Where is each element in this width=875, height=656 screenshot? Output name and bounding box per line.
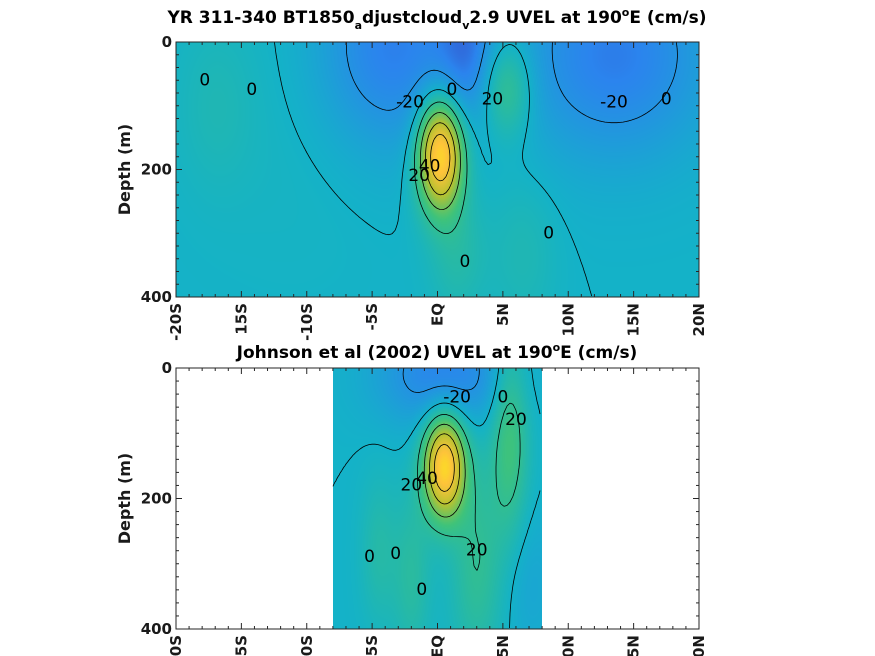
contour-label: 0 xyxy=(446,80,457,100)
x-tick-label: 15S xyxy=(232,635,250,656)
velocity-heatmap xyxy=(176,42,699,297)
x-tick-label: 15S xyxy=(232,303,250,335)
title-sub2: v xyxy=(462,19,470,32)
contour-line xyxy=(430,133,451,182)
x-tick-label: 5N xyxy=(494,303,512,326)
contour-line xyxy=(332,367,541,628)
contour-line xyxy=(425,122,456,196)
title-mid: djustcloud xyxy=(362,8,462,28)
contour-line xyxy=(402,367,480,393)
title-pre: YR 311-340 BT1850 xyxy=(166,8,354,28)
title-pre: Johnson et al (2002) UVEL at 190 xyxy=(236,343,553,363)
x-tick-label: -5S xyxy=(363,635,381,656)
contour-label: -20 xyxy=(600,93,628,113)
y-axis-label: Depth (m) xyxy=(115,453,134,545)
contour-label: 40 xyxy=(416,469,438,489)
contour-line xyxy=(423,423,466,518)
x-tick-label: -20S xyxy=(167,635,185,656)
y-tick-label: 0 xyxy=(162,33,172,51)
x-tick-label: -10S xyxy=(298,635,316,656)
contour-label: 0 xyxy=(416,580,427,600)
chart-title: Johnson et al (2002) UVEL at 190oE (cm/s… xyxy=(236,341,638,363)
contour-label: 20 xyxy=(401,475,423,495)
x-tick-label: 10N xyxy=(559,635,577,656)
x-tick-label: -5S xyxy=(363,303,381,330)
title-post2: E (cm/s) xyxy=(629,8,706,28)
x-tick-label: EQ xyxy=(429,635,447,656)
x-tick-label: 5N xyxy=(494,635,512,656)
title-post1: 2.9 UVEL at 190 xyxy=(469,8,622,28)
contour-label: 20 xyxy=(505,410,527,430)
contour-label: 40 xyxy=(419,156,441,176)
y-tick-label: 200 xyxy=(141,161,172,179)
contour-label: 0 xyxy=(661,89,672,109)
contour-line xyxy=(414,101,468,234)
x-tick-label: 20N xyxy=(690,635,708,656)
title-sub1: a xyxy=(355,19,362,32)
x-tick-label: 20N xyxy=(690,303,708,336)
contour-label: 0 xyxy=(246,80,257,100)
y-tick-label: 400 xyxy=(141,620,172,638)
contour-label: 0 xyxy=(390,544,401,564)
y-axis-label: Depth (m) xyxy=(115,124,134,216)
contour-label: 0 xyxy=(460,252,471,272)
y-tick-label: 0 xyxy=(162,359,172,377)
contour-line xyxy=(417,402,521,571)
y-tick-label: 400 xyxy=(141,288,172,306)
contour-line xyxy=(420,112,461,210)
contour-label: 20 xyxy=(482,89,504,109)
contour-label: -20 xyxy=(396,93,424,113)
title-sup: o xyxy=(553,341,561,354)
x-tick-label: -20S xyxy=(167,303,185,341)
title-post2: E (cm/s) xyxy=(560,343,637,363)
y-tick-label: 200 xyxy=(141,490,172,508)
chart-title: YR 311-340 BT1850adjustcloudv2.9 UVEL at… xyxy=(166,6,706,32)
title-sup: o xyxy=(622,6,630,19)
x-tick-label: EQ xyxy=(429,303,447,326)
x-tick-label: 15N xyxy=(625,303,643,336)
contour-line xyxy=(434,443,455,492)
contour-label: 20 xyxy=(408,166,430,186)
x-tick-label: -10S xyxy=(298,303,316,341)
contour-line xyxy=(274,41,593,297)
contour-label: 0 xyxy=(199,70,210,90)
x-tick-label: 15N xyxy=(625,635,643,656)
contour-label: 0 xyxy=(543,223,554,243)
x-tick-label: 10N xyxy=(559,303,577,336)
contour-label: 0 xyxy=(364,547,375,567)
velocity-heatmap xyxy=(333,368,542,629)
contour-label: -20 xyxy=(443,387,471,407)
contour-line xyxy=(429,433,460,505)
contour-label: 0 xyxy=(497,387,508,407)
contour-label: 20 xyxy=(466,541,488,561)
